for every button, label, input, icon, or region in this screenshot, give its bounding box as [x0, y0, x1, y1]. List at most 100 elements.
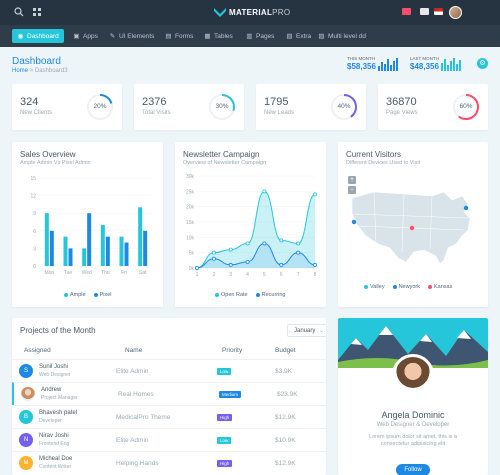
- y-tick-label: 0: [33, 264, 36, 270]
- newsletter-area-chart: 0k 5k 10k 15k 20k 25k 30k 1 2 3 4 5 6 7 8: [186, 174, 317, 278]
- legend-newyork: Newyork: [392, 284, 420, 290]
- x-tick-label: Mon: [44, 270, 54, 276]
- y-tick-label: 3: [33, 246, 36, 252]
- nav-extra[interactable]: ▧ Extra: [286, 32, 312, 41]
- newsletter-card: Newsletter Campaign Overview of Newslett…: [175, 142, 326, 307]
- usa-map[interactable]: [344, 178, 484, 278]
- brand-logo[interactable]: MATERIALPRO: [214, 6, 290, 19]
- this-month-value: $58,356: [347, 62, 376, 71]
- settings-gear-icon[interactable]: ⚙: [477, 58, 488, 69]
- ring-progress: [453, 94, 479, 120]
- month-select[interactable]: January ⌄: [287, 324, 326, 337]
- column-priority: Priority: [222, 347, 243, 354]
- tables-icon: ▦: [204, 33, 211, 40]
- main-nav: ◉ Dashboard ▣ Apps ✎ UI Elements ▤ Forms ▦ Ta…: [0, 25, 500, 47]
- kpi-progress-ring: [87, 94, 113, 120]
- point-recurring: [296, 250, 301, 255]
- table-row[interactable]: S Sunil Joshi Web Designer Elite Admin L…: [12, 359, 326, 382]
- breadcrumb-home[interactable]: Home: [12, 68, 29, 74]
- last-month-label: LAST MONTH: [410, 56, 439, 61]
- nav-pages[interactable]: ▥ Pages: [246, 32, 275, 41]
- language-flag-icon[interactable]: [434, 8, 443, 15]
- legend-pixel: Pixel: [93, 292, 112, 298]
- profile-avatar[interactable]: [392, 354, 434, 396]
- kpi-progress-ring: [331, 94, 357, 120]
- this-month-stat: THIS MONTH $58,356: [347, 56, 376, 71]
- point-recurring: [262, 241, 267, 246]
- kpi-percent: 30%: [215, 103, 229, 110]
- bar-ample: [63, 236, 68, 266]
- breadcrumb: Home > Dashboard3: [12, 68, 68, 74]
- zoom-in-button[interactable]: +: [348, 176, 356, 184]
- search-icon[interactable]: [14, 7, 24, 17]
- bar-pixel: [124, 242, 129, 266]
- avatar: B: [19, 410, 33, 424]
- user-avatar[interactable]: [449, 6, 462, 19]
- x-tick-label: 1: [196, 272, 199, 278]
- extra-icon: ▧: [286, 33, 293, 40]
- kpi-card-new-clients: 324 New Clients 20%: [12, 84, 122, 130]
- priority-badge: Low: [217, 437, 232, 444]
- visitors-legend: Valley Newyork Kansas: [364, 284, 452, 290]
- avatar: [21, 387, 35, 401]
- top-bar: MATERIALPRO: [0, 0, 500, 25]
- nav-multi-level[interactable]: ▨ Multi level dd: [318, 32, 366, 41]
- last-month-stat: LAST MONTH $48,356: [410, 56, 439, 71]
- sales-overview-card: Sales Overview Ample Admin Vs Pixel Admi…: [12, 142, 163, 307]
- kpi-value: 2376: [142, 96, 167, 108]
- nav-forms[interactable]: ▤ Forms: [165, 32, 194, 41]
- point-recurring: [228, 262, 233, 267]
- nav-tables[interactable]: ▦ Tables: [204, 32, 233, 41]
- mail-icon[interactable]: [402, 8, 411, 15]
- notification-icon[interactable]: [420, 8, 429, 15]
- x-tick-label: Tue: [64, 270, 73, 276]
- legend-ample: Ample: [64, 292, 86, 298]
- nav-ui-elements[interactable]: ✎ UI Elements: [109, 32, 155, 41]
- chevron-down-icon: ⌄: [318, 328, 324, 334]
- x-tick-label: 2: [212, 272, 215, 278]
- nav-dashboard[interactable]: ◉ Dashboard: [12, 29, 64, 43]
- bar-ample: [100, 224, 105, 266]
- this-month-label: THIS MONTH: [347, 56, 375, 61]
- x-tick-label: 5: [263, 272, 266, 278]
- kpi-progress-ring: [209, 94, 235, 120]
- table-row[interactable]: N Nirav Joshi Frontend Eng Elite Admin L…: [12, 428, 326, 451]
- bar-ample: [138, 207, 143, 266]
- marker-valley[interactable]: [351, 219, 357, 225]
- table-row[interactable]: Andrew Project Manager Real Homes Medium…: [12, 382, 326, 405]
- x-tick-label: 7: [297, 272, 300, 278]
- grid-menu-icon[interactable]: [32, 7, 42, 17]
- x-tick-label: Sat: [139, 270, 147, 276]
- zoom-out-button[interactable]: −: [348, 186, 356, 194]
- kpi-card-page-views: 36870 Page Views 60%: [378, 84, 488, 130]
- card-subtitle: Different Devices Used to Visit: [346, 160, 421, 166]
- x-tick-label: Wed: [82, 270, 92, 276]
- ring-progress: [331, 94, 357, 120]
- profile-name: Angela Dominic: [381, 410, 445, 420]
- marker-kansas[interactable]: [409, 225, 415, 231]
- multi-level-icon: ▨: [318, 33, 325, 40]
- bar-pixel: [143, 230, 148, 266]
- table-row[interactable]: M Micheal Doe Content Writer Helping Han…: [12, 451, 326, 474]
- column-budget: Budget: [275, 347, 296, 354]
- legend-open-rate: Open Rate: [215, 292, 248, 298]
- bar-pixel: [87, 213, 92, 266]
- legend-recurring: Recurring: [255, 292, 285, 298]
- y-tick-label: 15: [30, 176, 36, 182]
- point-open-rate: [211, 250, 216, 255]
- sales-bar-chart: 0 3 6 9 12 15 Mon Tue Wed Thu Fri Sat: [30, 176, 152, 276]
- card-title: Newsletter Campaign: [183, 150, 260, 159]
- card-title: Current Visitors: [346, 150, 401, 159]
- table-row[interactable]: B Bhavesh patel Developer MedicalPro The…: [12, 405, 326, 428]
- nav-apps[interactable]: ▣ Apps: [73, 32, 98, 41]
- priority-badge: High: [217, 414, 233, 421]
- column-assigned: Assigned: [24, 347, 51, 354]
- marker-newyork[interactable]: [463, 205, 469, 211]
- x-tick-label: 8: [314, 272, 317, 278]
- projects-card: Projects of the Month January ⌄ Assigned …: [12, 318, 326, 475]
- point-recurring: [279, 262, 284, 267]
- y-tick-label: 30k: [186, 174, 195, 180]
- card-subtitle: Overview of Newsletter Campaign: [183, 160, 267, 166]
- follow-button[interactable]: Follow: [396, 464, 430, 475]
- newsletter-legend: Open Rate Recurring: [215, 292, 285, 298]
